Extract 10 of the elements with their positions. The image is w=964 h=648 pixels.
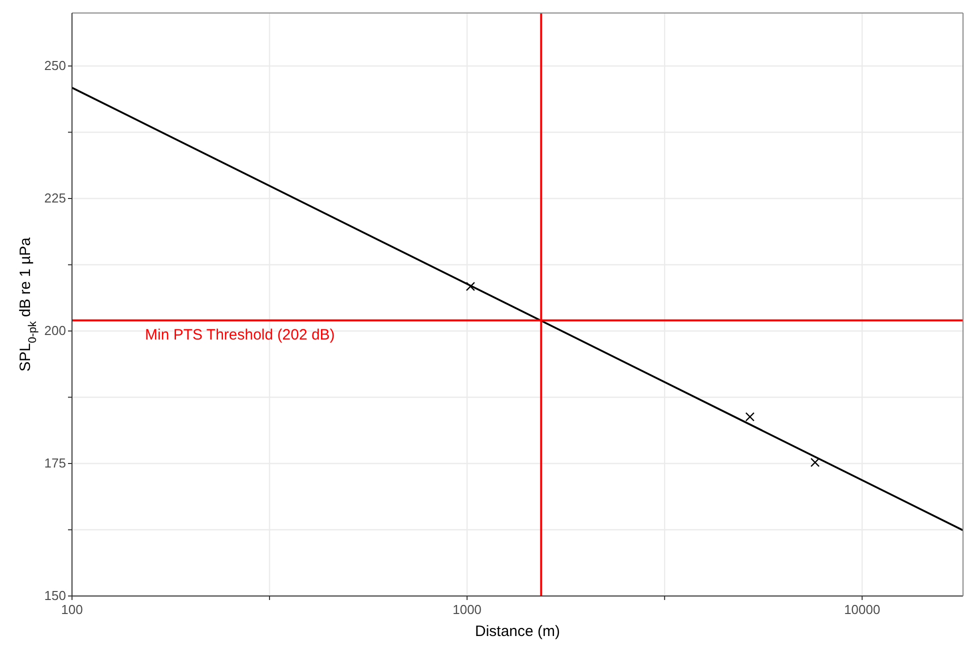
y-tick-label: 175 bbox=[44, 456, 66, 470]
y-tick-label: 250 bbox=[44, 58, 66, 73]
y-tick-label: 200 bbox=[44, 323, 66, 338]
x-tick-label: 10000 bbox=[844, 602, 880, 617]
y-tick-label: 150 bbox=[44, 588, 66, 603]
x-tick-label: 100 bbox=[61, 602, 83, 617]
y-tick-label: 225 bbox=[44, 190, 66, 206]
x-tick-label: 1000 bbox=[452, 602, 482, 617]
x-axis-title: Distance (m) bbox=[474, 623, 560, 640]
ref-line-label: Min PTS Threshold (202 dB) bbox=[145, 326, 335, 344]
